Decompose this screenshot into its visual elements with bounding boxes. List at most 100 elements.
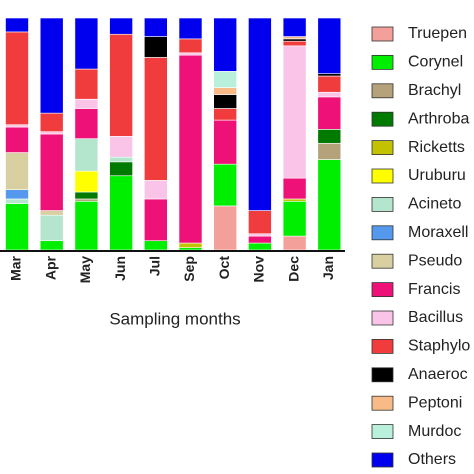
bar-segment (317, 129, 342, 144)
bar-segment (39, 214, 64, 242)
bar-segment (282, 235, 307, 251)
legend-swatch (371, 111, 394, 127)
bar-segment (74, 108, 99, 139)
bar-segment (39, 17, 64, 114)
bar-segment (248, 17, 272, 211)
legend-label: Others (408, 451, 456, 468)
bar-segment (248, 242, 272, 251)
x-axis-label: Sampling months (109, 309, 240, 328)
legend-swatch (371, 225, 394, 241)
legend-swatch (371, 140, 394, 156)
legend-swatch (371, 367, 394, 383)
bar-segment (178, 242, 203, 248)
bar-segment (317, 96, 342, 130)
legend-swatch (371, 168, 394, 184)
bar-segment (213, 71, 237, 88)
legend-swatch (371, 310, 394, 326)
bar-segment (5, 203, 29, 251)
legend-label: Staphylo (408, 338, 470, 355)
bar-segment (317, 159, 342, 251)
legend-label: Arthroba (408, 110, 469, 127)
bar-segment (144, 57, 168, 181)
bar-segment (317, 91, 342, 98)
bar-segment (39, 133, 64, 211)
bar-segment (317, 17, 342, 74)
bar-segment (178, 52, 203, 56)
bar-segment (144, 198, 168, 242)
bar-segment (213, 94, 237, 109)
legend-label: Brachyl (408, 82, 461, 99)
x-tick-label: Jan (320, 256, 336, 280)
bar-segment (39, 240, 64, 251)
bar-segment (248, 233, 272, 237)
bar-segment (39, 112, 64, 132)
legend-swatch (371, 452, 394, 468)
legend-swatch (371, 395, 394, 411)
bar-segment (213, 17, 237, 72)
bar-segment (39, 210, 64, 216)
bar-segment (178, 17, 203, 40)
legend-swatch (371, 338, 394, 354)
legend-label: Uruburu (408, 167, 466, 184)
legend-label: Acineto (408, 196, 461, 213)
bar-segment (213, 205, 237, 251)
legend-label: Moraxell (408, 224, 468, 241)
bar-segment (282, 38, 307, 42)
bar-segment (144, 17, 168, 37)
bar-segment (5, 152, 29, 190)
bar-segment (282, 177, 307, 200)
bar-segment (5, 189, 29, 200)
legend-label: Bacillus (408, 309, 463, 326)
bar-segment (317, 75, 342, 93)
x-tick-label: May (77, 256, 93, 283)
bar-segment (144, 180, 168, 200)
bar-segment (74, 198, 99, 202)
bar-segment (5, 17, 29, 33)
x-tick-label: Apr (42, 255, 58, 280)
bar-segment (74, 170, 99, 193)
x-tick-label: Oct (216, 256, 232, 280)
legend-label: Murdoc (408, 423, 461, 440)
legend-swatch (371, 55, 394, 70)
bar-segment (213, 108, 237, 121)
bar-segment (178, 247, 203, 251)
bar-segment (5, 198, 29, 204)
bar-segment (317, 73, 342, 77)
x-tick-label: Sep (181, 256, 197, 282)
bar-segment (178, 54, 203, 244)
legend-label: Anaeroc (408, 366, 468, 383)
legend-swatch (371, 424, 394, 440)
legend-label: Francis (408, 281, 460, 298)
bar-segment (109, 136, 133, 158)
legend-swatch (371, 83, 394, 99)
bar-segment (282, 17, 307, 37)
bar-segment (109, 33, 133, 137)
legend-swatch (371, 253, 394, 269)
bar-segment (5, 124, 29, 128)
bar-segment (213, 163, 237, 207)
legend-label: Corynel (408, 54, 463, 71)
bar-segment (74, 98, 99, 109)
bar-segment (144, 240, 168, 251)
x-tick-label: Jul (147, 256, 163, 276)
legend-swatch (371, 282, 394, 298)
bar-segment (213, 87, 237, 95)
bar-segment (74, 191, 99, 200)
x-tick-label: Mar (8, 255, 24, 280)
bar-segment (248, 210, 272, 235)
bar-segment (282, 45, 307, 179)
bar-segment (39, 131, 64, 135)
legend-label: Peptoni (408, 394, 462, 411)
x-tick-label: Dec (285, 256, 301, 282)
bar-segment (282, 36, 307, 40)
bar-segment (74, 17, 99, 70)
bar-segment (248, 235, 272, 244)
legend-label: Truepen (408, 25, 467, 42)
legend-label: Pseudo (408, 252, 462, 269)
x-tick-label: Jun (112, 256, 128, 281)
bar-segment (109, 161, 133, 177)
legend-swatch (371, 196, 394, 212)
legend-label: Ricketts (408, 139, 465, 156)
bar-segment (282, 198, 307, 202)
